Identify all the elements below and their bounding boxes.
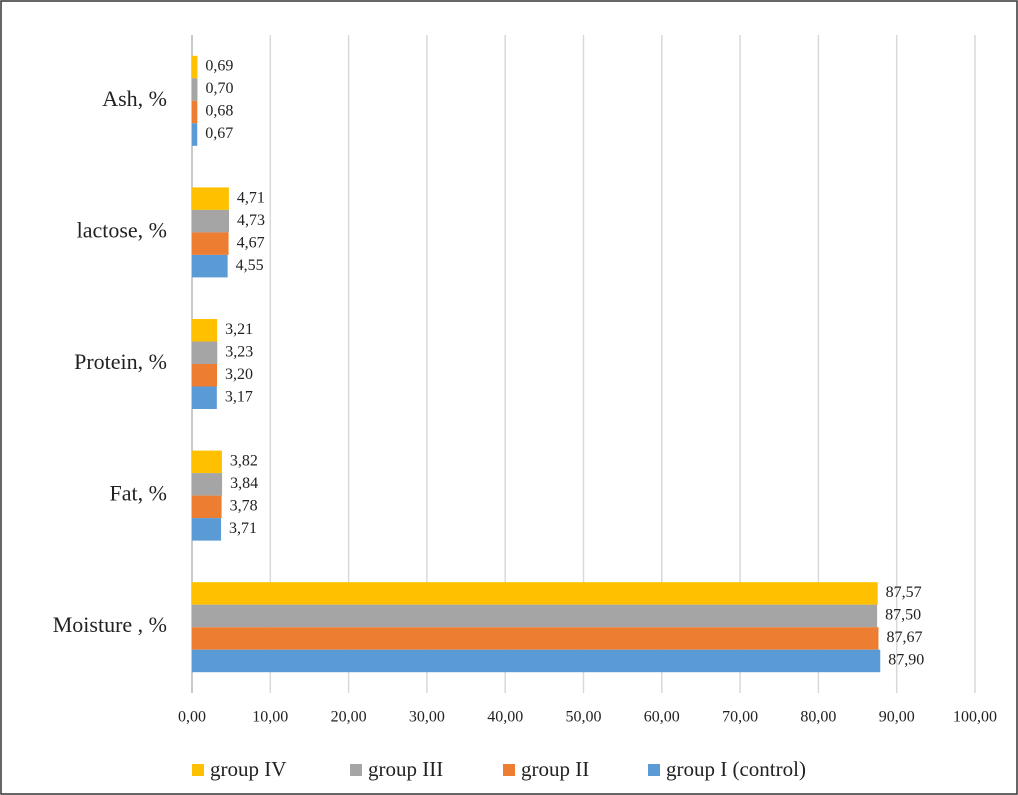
- bar: [192, 319, 218, 342]
- category-label: Ash, %: [102, 86, 167, 111]
- bar: [192, 604, 878, 628]
- bar: [192, 473, 223, 496]
- x-tick-label: 70,00: [722, 709, 758, 726]
- x-tick-label: 60,00: [644, 709, 680, 726]
- bar: [192, 450, 222, 474]
- bar: [192, 649, 881, 673]
- x-tick-label: 0,00: [178, 709, 206, 726]
- bar: [192, 582, 878, 605]
- bar: [192, 518, 222, 541]
- x-tick-label: 80,00: [800, 709, 836, 726]
- legend-label: group III: [368, 757, 443, 781]
- value-label: 4,67: [237, 234, 265, 251]
- x-tick-label: 100,00: [953, 709, 997, 726]
- value-label: 3,20: [225, 366, 253, 383]
- bar: [192, 341, 218, 364]
- legend-label: group II: [521, 757, 589, 781]
- x-tick-label: 90,00: [879, 709, 915, 726]
- bar: [192, 78, 198, 101]
- bar: [192, 495, 222, 519]
- legend-label: group IV: [210, 757, 286, 781]
- category-label: lactose, %: [77, 217, 167, 242]
- category-label: Protein, %: [74, 349, 167, 374]
- category-label: Moisture , %: [53, 612, 167, 637]
- value-label: 4,55: [236, 257, 264, 274]
- category-label: Fat, %: [110, 481, 167, 506]
- value-label: 87,50: [885, 607, 921, 624]
- value-label: 0,69: [205, 58, 233, 75]
- x-tick-label: 50,00: [566, 709, 602, 726]
- value-label: 3,71: [229, 520, 257, 537]
- value-label: 0,67: [205, 125, 233, 142]
- value-label: 87,57: [886, 584, 922, 601]
- value-label: 87,67: [886, 629, 922, 646]
- bar: [192, 627, 879, 650]
- bar: [192, 123, 198, 146]
- legend-swatch: [350, 764, 362, 776]
- value-label: 0,70: [205, 80, 233, 97]
- bar: [192, 55, 198, 79]
- value-label: 3,78: [230, 498, 258, 515]
- legend-swatch: [192, 764, 204, 776]
- bar: [192, 187, 229, 210]
- bar: [192, 364, 218, 387]
- value-label: 3,82: [230, 453, 258, 470]
- value-label: 3,17: [225, 388, 253, 405]
- x-tick-label: 40,00: [487, 709, 523, 726]
- value-label: 3,23: [225, 343, 253, 360]
- value-label: 4,73: [237, 212, 265, 229]
- bar: [192, 209, 230, 233]
- x-tick-label: 30,00: [409, 709, 445, 726]
- bar: [192, 232, 229, 255]
- legend-swatch: [648, 764, 660, 776]
- value-label: 3,84: [230, 475, 258, 492]
- legend-swatch: [503, 764, 515, 776]
- bar: [192, 386, 217, 409]
- value-label: 0,68: [205, 103, 233, 120]
- value-label: 87,90: [888, 652, 924, 669]
- bar: [192, 100, 198, 124]
- value-label: 3,21: [225, 321, 253, 338]
- bar: [192, 254, 228, 278]
- x-tick-label: 10,00: [252, 709, 288, 726]
- legend-label: group I (control): [666, 757, 806, 781]
- value-label: 4,71: [237, 189, 265, 206]
- x-tick-label: 20,00: [331, 709, 367, 726]
